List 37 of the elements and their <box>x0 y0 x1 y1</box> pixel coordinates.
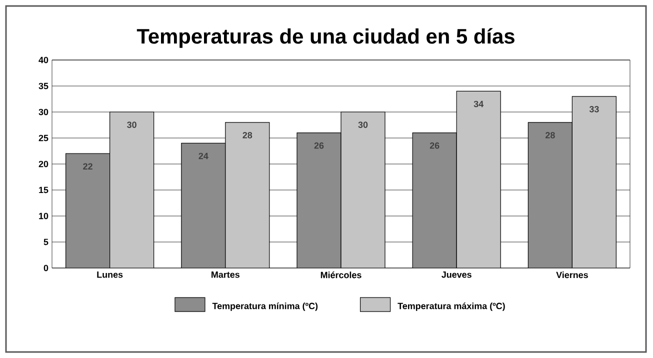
y-tick-label: 15 <box>39 186 48 194</box>
bar <box>66 153 110 268</box>
data-label: 34 <box>474 100 484 108</box>
y-tick-label: 10 <box>39 212 48 220</box>
data-label: 26 <box>314 142 324 149</box>
y-tick-label: 0 <box>44 264 48 272</box>
bar <box>456 90 501 268</box>
bar <box>225 122 270 268</box>
y-tick-label: 35 <box>38 82 48 90</box>
data-label: 30 <box>358 122 368 128</box>
x-tick-label: Martes <box>212 272 240 278</box>
data-label: 24 <box>198 152 208 160</box>
data-label: 33 <box>589 106 599 112</box>
x-tick-label: Miércoles <box>320 272 362 278</box>
y-tick-label: 25 <box>38 134 48 142</box>
bar <box>110 112 154 268</box>
bar <box>181 142 226 268</box>
data-label: 28 <box>242 132 252 138</box>
bar <box>528 122 573 268</box>
y-tick-label: 40 <box>38 56 48 64</box>
y-tick-label: 30 <box>38 108 48 116</box>
x-tick-label: Viernes <box>556 272 588 278</box>
data-label: 26 <box>430 142 440 149</box>
x-tick-label: Jueves <box>442 272 472 278</box>
data-label: 28 <box>546 132 555 138</box>
bar <box>412 132 457 268</box>
y-tick-label: 20 <box>38 160 48 168</box>
y-tick-label: 5 <box>44 238 48 246</box>
bar <box>340 112 386 268</box>
bar <box>296 132 342 268</box>
x-tick-label: Lunes <box>97 272 123 278</box>
chart-title: Temperaturas de una ciudad en 5 días <box>136 28 514 48</box>
legend-label: Temperatura mínima (ºC) <box>212 302 318 311</box>
bar <box>572 96 617 268</box>
legend-label: Temperatura máxima (ºC) <box>398 302 505 311</box>
data-label: 30 <box>127 122 136 128</box>
data-label: 22 <box>83 163 92 170</box>
